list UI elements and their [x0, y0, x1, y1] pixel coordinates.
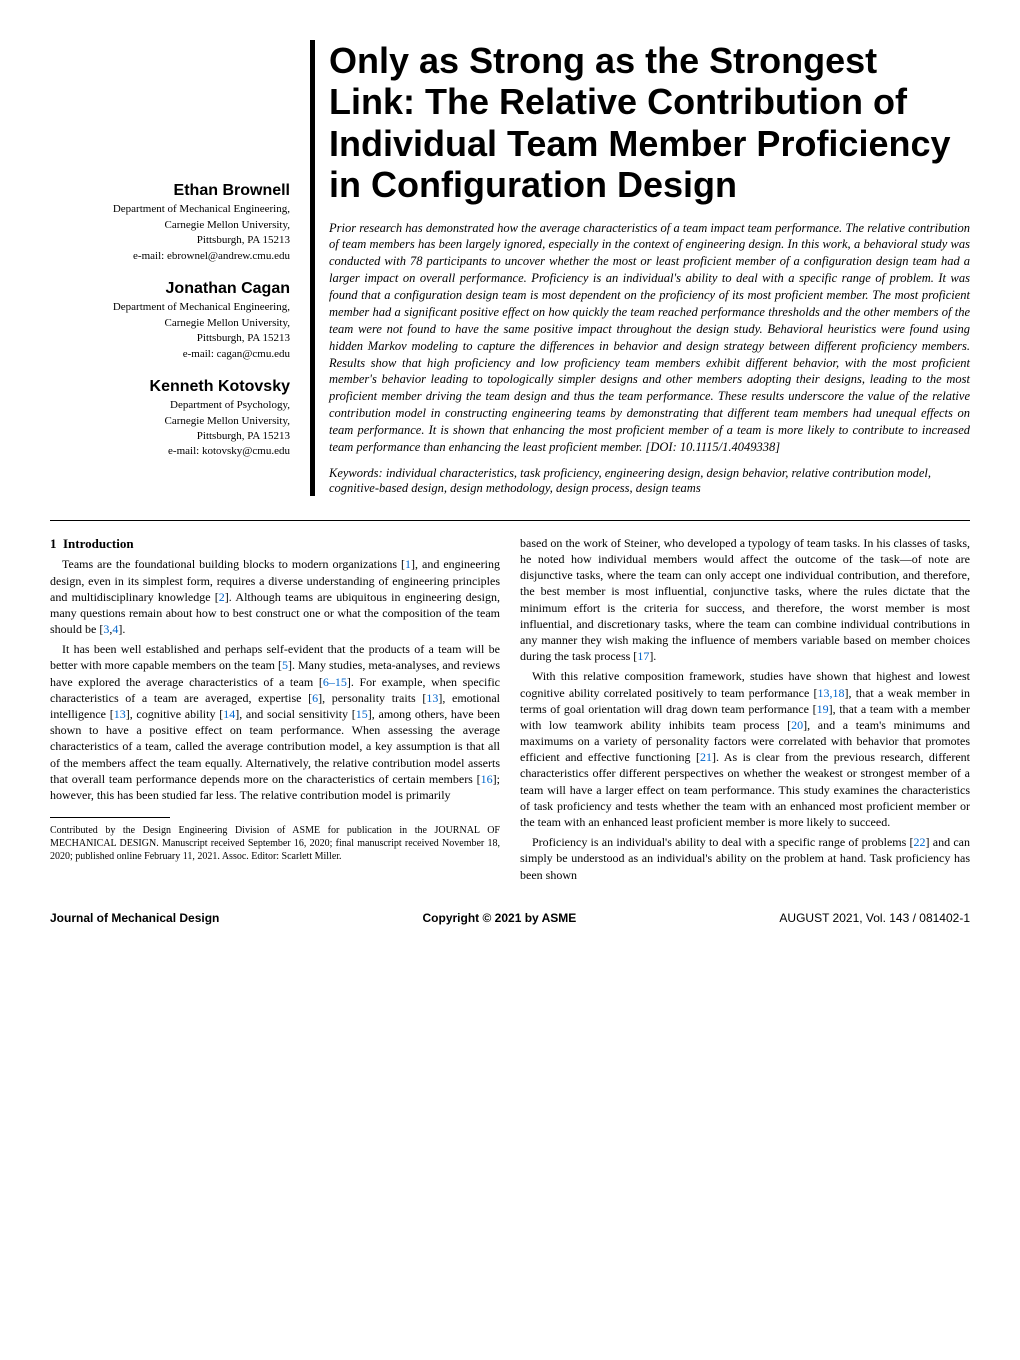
page-number: AUGUST 2021, Vol. 143 / 081402-1 [779, 911, 970, 925]
copyright: Copyright © 2021 by ASME [423, 911, 577, 925]
citation-link[interactable]: 13 [426, 691, 438, 705]
author-email: e-mail: ebrownel@andrew.cmu.edu [50, 249, 290, 264]
citation-link[interactable]: 21 [700, 750, 712, 764]
author-email: e-mail: cagan@cmu.edu [50, 347, 290, 362]
citation-link[interactable]: 13,18 [818, 686, 845, 700]
keywords: Keywords: individual characteristics, ta… [329, 466, 970, 496]
author-email: e-mail: kotovsky@cmu.edu [50, 444, 290, 459]
title-bar: Only as Strong as the Strongest Link: Th… [310, 40, 970, 496]
author-dept: Department of Psychology, [50, 398, 290, 413]
page-footer: Journal of Mechanical Design Copyright ©… [50, 911, 970, 925]
author-city: Pittsburgh, PA 15213 [50, 233, 290, 248]
footnote: Contributed by the Design Engineering Di… [50, 824, 500, 863]
title-block: Only as Strong as the Strongest Link: Th… [310, 40, 970, 496]
author-name: Kenneth Kotovsky [50, 376, 290, 398]
author: Kenneth Kotovsky Department of Psycholog… [50, 376, 290, 460]
paragraph: With this relative composition framework… [520, 668, 970, 830]
abstract-text: Prior research has demonstrated how the … [329, 221, 970, 454]
body-text: ], and social sensitivity [ [235, 707, 356, 721]
citation-link[interactable]: 6–15 [323, 675, 347, 689]
author-name: Jonathan Cagan [50, 278, 290, 300]
left-column: 1 Introduction Teams are the foundationa… [50, 535, 500, 887]
body-columns: 1 Introduction Teams are the foundationa… [50, 535, 970, 887]
paragraph: Proficiency is an individual's ability t… [520, 834, 970, 883]
body-text: Teams are the foundational building bloc… [62, 557, 405, 571]
citation-link[interactable]: 20 [791, 718, 803, 732]
journal-name: Journal of Mechanical Design [50, 911, 219, 925]
body-text: ]. [118, 622, 125, 636]
author-univ: Carnegie Mellon University, [50, 414, 290, 429]
author-name: Ethan Brownell [50, 180, 290, 202]
section-heading: 1 Introduction [50, 535, 500, 553]
divider [50, 520, 970, 521]
author-dept: Department of Mechanical Engineering, [50, 202, 290, 217]
author-dept: Department of Mechanical Engineering, [50, 300, 290, 315]
author-univ: Carnegie Mellon University, [50, 316, 290, 331]
author: Jonathan Cagan Department of Mechanical … [50, 278, 290, 362]
paragraph: based on the work of Steiner, who develo… [520, 535, 970, 665]
citation-link[interactable]: 13 [114, 707, 126, 721]
citation-link[interactable]: 17 [637, 649, 649, 663]
paper-title: Only as Strong as the Strongest Link: Th… [329, 40, 970, 206]
header-row: Ethan Brownell Department of Mechanical … [50, 40, 970, 496]
section-number: 1 [50, 536, 57, 551]
author-city: Pittsburgh, PA 15213 [50, 429, 290, 444]
authors-block: Ethan Brownell Department of Mechanical … [50, 40, 290, 496]
paragraph: It has been well established and perhaps… [50, 641, 500, 803]
body-text: based on the work of Steiner, who develo… [520, 536, 970, 663]
right-column: based on the work of Steiner, who develo… [520, 535, 970, 887]
doi: [DOI: 10.1115/1.4049338] [646, 440, 781, 454]
author: Ethan Brownell Department of Mechanical … [50, 180, 290, 264]
body-text: ]. [649, 649, 656, 663]
citation-link[interactable]: 3 [103, 622, 109, 636]
body-text: Proficiency is an individual's ability t… [532, 835, 914, 849]
body-text: ], personality traits [ [318, 691, 426, 705]
citation-link[interactable]: 22 [914, 835, 926, 849]
citation-link[interactable]: 15 [356, 707, 368, 721]
paragraph: Teams are the foundational building bloc… [50, 556, 500, 637]
author-univ: Carnegie Mellon University, [50, 218, 290, 233]
abstract: Prior research has demonstrated how the … [329, 220, 970, 456]
footnote-rule [50, 817, 170, 818]
citation-link[interactable]: 14 [223, 707, 235, 721]
citation-link[interactable]: 19 [817, 702, 829, 716]
section-title: Introduction [63, 536, 134, 551]
body-text: ], cognitive ability [ [126, 707, 224, 721]
citation-link[interactable]: 16 [481, 772, 493, 786]
author-city: Pittsburgh, PA 15213 [50, 331, 290, 346]
